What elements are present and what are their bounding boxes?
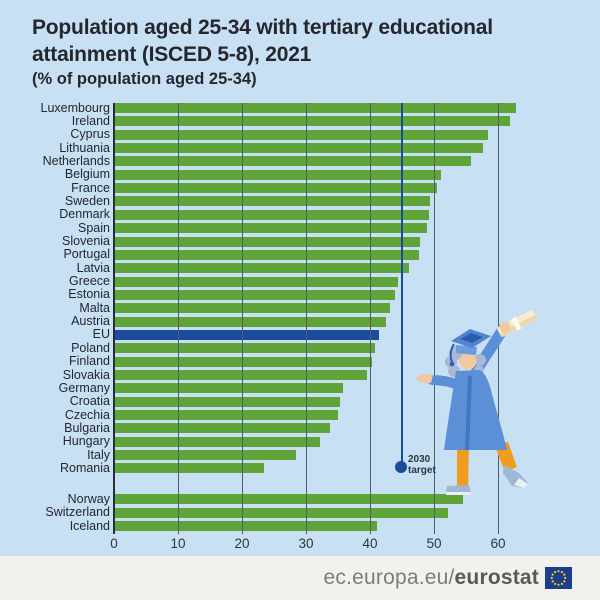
bar-greece (115, 276, 398, 287)
bar-bulgaria (115, 423, 331, 434)
graduate-illustration (416, 310, 537, 495)
bar-france (115, 183, 437, 194)
gridline-50 (434, 103, 435, 534)
chart-title-block: Population aged 25-34 with tertiary educ… (32, 14, 493, 90)
chart-subtitle: (% of population aged 25-34) (32, 70, 257, 88)
target-line (401, 103, 403, 462)
target-dot (395, 461, 407, 473)
footer-url-prefix: ec.europa.eu/ (323, 566, 455, 589)
country-label-switzerland: Switzerland (45, 505, 110, 520)
country-label-slovenia: Slovenia (62, 234, 110, 248)
gridline-10 (178, 103, 179, 534)
country-label-romania: Romania (59, 460, 110, 475)
bar-czechia (115, 410, 339, 421)
bar-spain (115, 223, 427, 234)
country-label-hungary: Hungary (62, 434, 110, 449)
chart-title-line2: attainment (ISCED 5-8), 2021 (32, 43, 312, 66)
country-label-greece: Greece (69, 274, 110, 289)
country-label-eu: EU (92, 327, 110, 342)
country-label-iceland: Iceland (69, 518, 110, 533)
bar-portugal (115, 249, 419, 260)
country-label-cyprus: Cyprus (70, 127, 110, 142)
bar-ireland (115, 116, 510, 127)
x-tick-40: 40 (362, 536, 378, 551)
country-label-ireland: Ireland (71, 113, 110, 128)
country-label-finland: Finland (69, 354, 110, 369)
bar-sweden (115, 196, 430, 207)
x-tick-50: 50 (426, 536, 442, 551)
country-label-sweden: Sweden (64, 193, 110, 208)
gridline-30 (306, 103, 307, 534)
country-label-italy: Italy (87, 447, 110, 462)
bar-germany (115, 383, 344, 394)
target-label-word: target (408, 465, 436, 476)
bar-finland (115, 356, 372, 367)
target-label: 2030 target (408, 454, 436, 476)
bar-italy (115, 450, 297, 461)
bar-belgium (115, 169, 441, 180)
y-axis-line (113, 103, 115, 534)
bar-malta (115, 303, 390, 314)
x-tick-30: 30 (298, 536, 314, 551)
bar-slovakia (115, 370, 368, 380)
bar-netherlands (115, 156, 471, 167)
bar-cyprus (115, 129, 489, 140)
country-label-poland: Poland (71, 340, 110, 355)
bar-luxembourg (115, 103, 516, 113)
country-label-bulgaria: Bulgaria (64, 420, 110, 435)
bar-iceland (115, 521, 378, 531)
country-label-denmark: Denmark (59, 207, 110, 222)
chart-title-line1: Population aged 25-34 with tertiary educ… (32, 16, 493, 39)
gridline-40 (370, 103, 371, 534)
eu-flag-icon (545, 567, 572, 589)
gridline-20 (242, 103, 243, 534)
country-label-spain: Spain (78, 220, 110, 235)
country-label-france: France (71, 180, 110, 195)
bar-austria (115, 316, 387, 327)
country-label-slovakia: Slovakia (62, 367, 110, 382)
target-label-year: 2030 (408, 454, 431, 465)
country-label-latvia: Latvia (76, 260, 110, 275)
bar-slovenia (115, 236, 420, 247)
x-tick-10: 10 (170, 536, 186, 551)
country-label-austria: Austria (71, 314, 110, 329)
x-tick-60: 60 (490, 536, 506, 551)
bar-eu (115, 329, 379, 340)
bar-latvia (115, 263, 409, 274)
country-label-portugal: Portugal (63, 247, 110, 262)
bar-estonia (115, 289, 395, 300)
bar-switzerland (115, 507, 448, 518)
country-label-germany: Germany (58, 380, 110, 395)
footer: ec.europa.eu/eurostat (0, 556, 600, 600)
bar-hungary (115, 436, 321, 447)
bar-denmark (115, 209, 429, 220)
bar-lithuania (115, 143, 483, 154)
country-label-norway: Norway (67, 491, 110, 506)
country-label-netherlands: Netherlands (42, 153, 110, 168)
bar-norway (115, 494, 464, 505)
footer-url: ec.europa.eu/eurostat (324, 566, 539, 590)
country-label-estonia: Estonia (68, 287, 110, 302)
bar-poland (115, 343, 375, 354)
country-label-belgium: Belgium (64, 167, 110, 182)
country-label-czechia: Czechia (64, 407, 110, 422)
bar-romania (115, 463, 265, 474)
country-label-luxembourg: Luxembourg (40, 100, 111, 115)
gridline-60 (498, 103, 499, 534)
country-label-malta: Malta (79, 300, 110, 315)
country-label-croatia: Croatia (69, 394, 110, 409)
country-label-lithuania: Lithuania (59, 140, 110, 155)
x-tick-0: 0 (110, 536, 118, 551)
x-tick-20: 20 (234, 536, 250, 551)
bar-croatia (115, 396, 341, 407)
footer-url-eurostat: eurostat (454, 566, 539, 589)
